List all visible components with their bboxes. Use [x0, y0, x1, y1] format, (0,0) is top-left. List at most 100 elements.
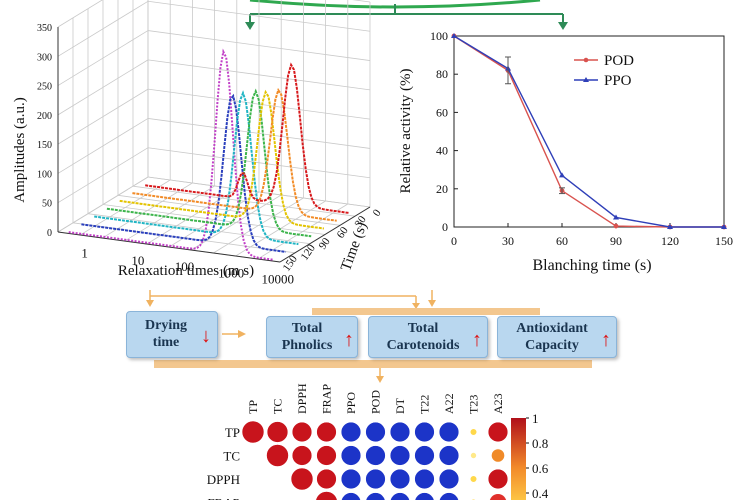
- waterfall-series-line: [68, 48, 274, 261]
- relaxation-tick-label: 100: [175, 259, 195, 274]
- relaxation-tick-label: 10: [131, 253, 144, 268]
- correlation-cell: [365, 421, 386, 443]
- amplitude-tick-label: 0: [47, 228, 52, 239]
- correlation-cell: [487, 468, 509, 490]
- y-tick-label: 100: [430, 29, 448, 43]
- flow-connectors: [146, 290, 436, 383]
- y-tick-label: 20: [436, 182, 448, 196]
- total-carotenoids-box: Total Carotenoids ↑: [368, 316, 488, 358]
- legend: POD PPO: [574, 53, 634, 89]
- back-wall-gridline: [147, 30, 371, 61]
- legend-pod-marker: [583, 57, 589, 63]
- relaxation-tick-label: 10000: [262, 272, 295, 287]
- waterfall-series-line: [119, 89, 325, 230]
- correlation-cell: [291, 421, 313, 443]
- correlation-cell: [414, 492, 435, 500]
- time-tick-label: 120: [299, 242, 319, 263]
- correlation-cell: [241, 420, 265, 444]
- column-label: DT: [393, 397, 407, 414]
- series-line-ppo: [453, 35, 724, 228]
- antioxidant-up-arrow: ↑: [601, 329, 611, 351]
- x-tick-label: 60: [556, 234, 568, 248]
- top-connector: [245, 0, 568, 30]
- y-axis-ticks: 0 20 40 60 80 100: [430, 29, 458, 234]
- correlation-cell: [469, 428, 478, 436]
- column-label: TP: [246, 400, 260, 414]
- correlation-cell: [389, 421, 411, 443]
- correlation-cell: [266, 421, 289, 443]
- correlation-cell: [266, 444, 289, 467]
- correlation-cell: [365, 445, 386, 466]
- drying-time-label: Drying time: [145, 318, 187, 350]
- colorbar: [511, 418, 526, 500]
- x-tick-label: 90: [610, 234, 622, 248]
- correlation-cell: [389, 468, 411, 490]
- colorbar-tick-label: 0.4: [532, 486, 549, 500]
- x-tick-label: 120: [661, 234, 679, 248]
- legend-pod-label: POD: [604, 53, 634, 69]
- total-phenolics-label: Total Phnolics: [281, 321, 333, 353]
- column-label: T22: [418, 395, 432, 414]
- correlation-cell: [315, 491, 338, 500]
- correlation-row-labels: TP TC DPPH FRAP: [207, 425, 240, 500]
- column-label: DPPH: [295, 383, 309, 414]
- correlation-cell: [390, 492, 410, 500]
- time-axis: [279, 206, 371, 263]
- y-tick-label: 80: [436, 67, 448, 81]
- x-axis-ticks: 0 30 60 90 120 150: [451, 223, 733, 248]
- enzyme-activity-chart: 0 20 40 60 80 100 0 30 60 90 120 150 Relative acti…: [398, 29, 733, 274]
- data-point-pod: [613, 223, 619, 229]
- data-point-ppo: [559, 172, 565, 178]
- row-label: FRAP: [207, 496, 240, 500]
- amplitude-tick-label: 250: [37, 82, 52, 93]
- waterfall-series-line: [94, 90, 299, 246]
- y-tick-label: 60: [436, 105, 448, 119]
- amplitude-tick-label: 50: [42, 199, 52, 210]
- correlation-matrix: TP TC DPPH FRAP PPO POD DT T22 A22 T23 A23 TP TC DPP…: [207, 383, 549, 500]
- legend-ppo-marker: [583, 77, 589, 82]
- column-label: PPO: [344, 392, 358, 414]
- x-tick-label: 150: [715, 234, 733, 248]
- series-layer: [451, 33, 727, 230]
- correlation-cell: [365, 468, 386, 490]
- floor-gridline: [257, 203, 349, 260]
- amplitude-tick-label: 200: [37, 111, 52, 122]
- data-point-ppo: [613, 214, 619, 220]
- waterfall-series-line: [132, 87, 337, 222]
- correlation-cell: [316, 445, 337, 466]
- column-label: A22: [442, 393, 456, 414]
- correlation-column-labels: TP TC DPPH FRAP PPO POD DT T22 A22 T23 A23: [246, 383, 505, 414]
- data-point-ppo: [721, 224, 727, 229]
- antioxidant-capacity-label: Antioxidant Capacity: [516, 321, 588, 353]
- waterfall-y-axis-label: Amplitudes (a.u.): [12, 97, 28, 202]
- process-bar-top: [312, 308, 540, 315]
- floor-gridline: [190, 194, 282, 251]
- amplitude-tick-label: 300: [37, 52, 52, 63]
- relaxation-axis: [57, 231, 281, 263]
- antioxidant-capacity-box: Antioxidant Capacity ↑: [497, 316, 617, 358]
- correlation-cell: [414, 468, 435, 490]
- x-axis-label: Blanching time (s): [532, 257, 651, 274]
- correlation-cell: [414, 421, 435, 443]
- back-wall-gridline: [147, 118, 371, 149]
- amplitude-tick-label: 100: [37, 169, 52, 180]
- row-label: TC: [223, 449, 240, 464]
- drying-time-box: Drying time ↓: [126, 311, 218, 358]
- column-label: TC: [271, 399, 285, 414]
- y-axis-label: Relative activity (%): [398, 69, 414, 194]
- back-wall-gridline: [147, 147, 371, 179]
- correlation-cell: [470, 452, 477, 459]
- correlation-cell: [438, 421, 460, 443]
- waterfall-grid: [57, 0, 371, 263]
- carotenoids-up-arrow: ↑: [472, 329, 482, 351]
- total-carotenoids-label: Total Carotenoids: [386, 321, 460, 353]
- correlation-cell: [290, 467, 314, 491]
- time-tick-label: 0: [371, 207, 384, 219]
- correlation-cell: [469, 475, 478, 483]
- correlation-cell: [439, 492, 459, 500]
- waterfall-series-line: [106, 88, 312, 238]
- back-wall-gridline: [147, 0, 371, 32]
